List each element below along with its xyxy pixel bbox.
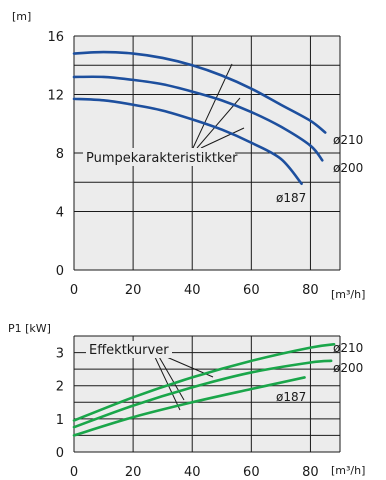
power-y-tick-label: 3 — [56, 347, 64, 362]
head-series-line — [72, 97, 303, 186]
head-x-tick-label: 20 — [125, 283, 142, 298]
power-leader-line — [153, 354, 181, 411]
head-x-tick-label: 80 — [302, 283, 319, 298]
head-annotation: Pumpekarakteristiktker — [86, 151, 238, 166]
head-y-ticks: 0 4 8 12 16 — [47, 30, 64, 279]
head-series-label-d187: ø187 — [276, 191, 306, 205]
head-y-tick-label: 4 — [56, 206, 64, 221]
power-y-ticks: 0 1 2 3 — [56, 347, 64, 461]
head-x-tick-label: 0 — [70, 283, 78, 298]
head-series-line — [72, 50, 327, 134]
power-series-lines — [72, 342, 336, 437]
power-x-tick-label: 20 — [125, 465, 142, 480]
head-y-axis-label: [m] — [12, 10, 31, 23]
head-x-tick-label: 40 — [184, 283, 201, 298]
power-x-tick-label: 80 — [302, 465, 319, 480]
head-x-tick-label: 60 — [243, 283, 260, 298]
head-x-axis-label: [m³/h] — [331, 288, 365, 301]
power-annotation-bg — [86, 341, 172, 358]
head-y-tick-label: 16 — [47, 30, 64, 45]
head-series-label-d200: ø200 — [333, 161, 363, 175]
head-x-ticks: 0 20 40 60 80 — [70, 283, 319, 298]
power-series-line — [72, 359, 333, 429]
power-x-tick-label: 0 — [70, 465, 78, 480]
head-y-tick-label: 12 — [47, 89, 64, 104]
power-chart: P1 [kW] 0 1 2 3 0 20 40 60 80 [m³/h] Effektkurv… — [8, 322, 365, 480]
power-series-label-d187: ø187 — [276, 390, 306, 404]
power-x-tick-label: 40 — [184, 465, 201, 480]
power-y-tick-label: 2 — [56, 380, 64, 395]
power-series-line — [72, 376, 306, 437]
head-annotation-bg — [83, 148, 235, 166]
power-y-tick-label: 1 — [56, 413, 64, 428]
power-leader-line — [157, 354, 185, 401]
power-series-label-d210: ø210 — [333, 341, 363, 355]
power-gridlines — [73, 335, 341, 453]
power-x-ticks: 0 20 40 60 80 — [70, 465, 319, 480]
head-series-label-d210: ø210 — [333, 133, 363, 147]
power-x-tick-label: 60 — [243, 465, 260, 480]
power-y-axis-label: P1 [kW] — [8, 322, 51, 335]
head-series-lines — [72, 50, 327, 186]
head-series-line — [72, 75, 324, 162]
head-leader-line — [196, 97, 241, 149]
power-annotation: Effektkurver — [89, 343, 169, 358]
power-x-axis-label: [m³/h] — [331, 464, 365, 477]
head-leader-line — [200, 127, 245, 149]
power-y-tick-label: 0 — [56, 446, 64, 461]
head-chart: [m] 0 4 8 12 16 0 20 40 60 80 [m³/h] Pumpekarakt… — [12, 10, 365, 301]
power-series-line — [72, 342, 336, 422]
power-series-label-d200: ø200 — [333, 361, 363, 375]
head-y-tick-label: 0 — [56, 264, 64, 279]
head-y-tick-label: 8 — [56, 147, 64, 162]
